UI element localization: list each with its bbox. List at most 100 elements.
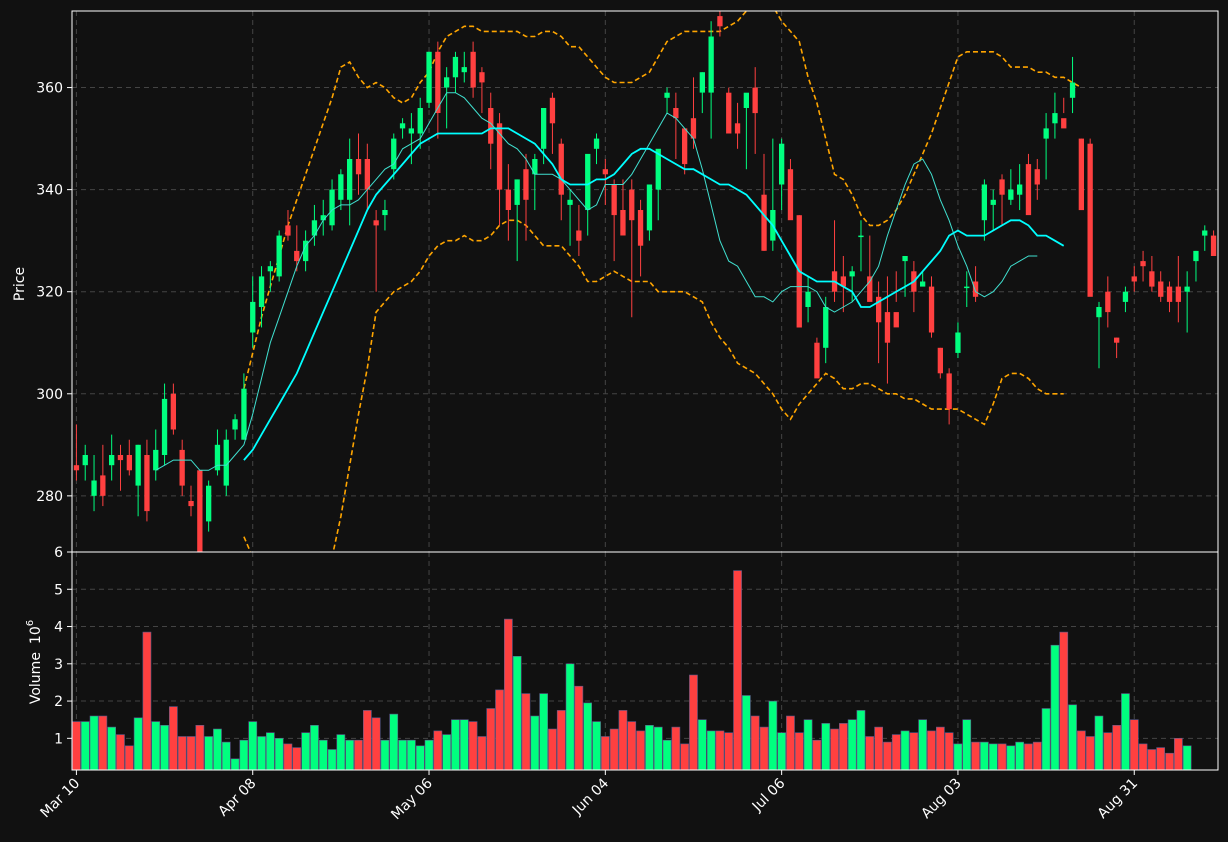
candle (470, 41, 476, 98)
candle (1184, 271, 1190, 333)
candle (532, 153, 538, 211)
candle (347, 138, 353, 226)
volume-bar (786, 715, 795, 771)
candle (241, 373, 247, 440)
volume-bar (1174, 737, 1183, 771)
candle (214, 429, 221, 476)
volume-bar (830, 728, 839, 771)
volume-bar (662, 739, 672, 771)
volume-bar (186, 736, 196, 771)
candle (188, 485, 194, 517)
candle-body (1069, 82, 1076, 98)
volume-bar (415, 745, 425, 771)
candle-body (1034, 169, 1040, 185)
candle-body (241, 388, 247, 440)
price-tick-label: 360 (36, 81, 63, 97)
candle (373, 210, 379, 292)
candle-body (417, 108, 423, 134)
candle-body (1078, 138, 1084, 211)
volume-bar (627, 721, 637, 771)
volume-bar (600, 736, 610, 771)
volume-bar (98, 715, 108, 771)
volume-bar (1024, 743, 1033, 771)
candle-body (144, 455, 150, 512)
volume-bar (327, 749, 337, 771)
candle-body (620, 210, 626, 236)
volume-tick-label: 4 (54, 620, 63, 636)
candle-body (223, 439, 229, 486)
volume-bar (997, 743, 1007, 771)
volume-bar (759, 726, 769, 771)
candle-body (382, 210, 388, 216)
candle-body (285, 225, 291, 236)
candle-body (593, 138, 600, 149)
candle (593, 133, 600, 165)
candle-body (602, 169, 608, 175)
candle-body (1052, 113, 1058, 124)
volume-bar (459, 719, 469, 771)
candle-body (867, 276, 873, 302)
candle (726, 87, 732, 134)
candle (893, 271, 899, 328)
candle-body (902, 256, 908, 262)
candle (408, 113, 414, 165)
volume-bar (72, 721, 81, 771)
volume-bar (160, 724, 169, 771)
candle (179, 439, 185, 496)
candle-body (188, 501, 194, 507)
candle (1105, 276, 1111, 328)
candle-body (1175, 286, 1181, 302)
candle-body (214, 444, 221, 471)
candle (964, 271, 970, 308)
candle (999, 174, 1005, 226)
candle-body (126, 455, 132, 471)
candle-body (664, 92, 670, 98)
candle (1166, 281, 1173, 313)
candle-body (717, 16, 723, 27)
axes (67, 10, 1219, 775)
volume-tick-label: 3 (54, 657, 63, 673)
volume-bar (548, 728, 557, 771)
volume-bar (865, 736, 875, 771)
candle-body (637, 210, 644, 246)
candle (1131, 266, 1137, 292)
volume-bar (248, 721, 258, 771)
candle-body (1131, 276, 1137, 282)
volume-bar (107, 726, 116, 771)
candle-body (787, 169, 794, 221)
candle-body (558, 143, 564, 195)
candle (655, 148, 661, 221)
candle (338, 169, 344, 211)
volume-bar (1112, 724, 1121, 771)
volume-bar (354, 739, 363, 771)
candle-body (338, 174, 344, 200)
volume-bar (971, 741, 980, 771)
volume-bar (442, 734, 452, 771)
candle-body (399, 123, 406, 129)
candle (417, 97, 423, 149)
candle-body (161, 398, 168, 455)
candle-body (355, 159, 362, 175)
volume-panel-frame (71, 551, 1219, 771)
candle (197, 470, 203, 552)
candle-body (496, 123, 503, 190)
volume-bar (609, 728, 619, 771)
candle-body (567, 199, 573, 205)
volume-bar (468, 721, 478, 771)
volume-bar (133, 717, 143, 771)
candle (1025, 153, 1032, 216)
candle (364, 143, 370, 211)
volume-bar (521, 693, 531, 771)
price-axis-label: Price (12, 267, 28, 301)
candle-body (347, 159, 353, 200)
volume-bar (310, 724, 319, 771)
candle (461, 51, 467, 83)
volume-bar (486, 708, 496, 771)
candle-body (611, 184, 617, 216)
volume-bar (794, 732, 804, 771)
candle-body (197, 470, 203, 552)
volume-bar (433, 730, 443, 771)
volume-bar (962, 719, 972, 771)
candle (1202, 225, 1208, 251)
candle-body (576, 230, 582, 241)
